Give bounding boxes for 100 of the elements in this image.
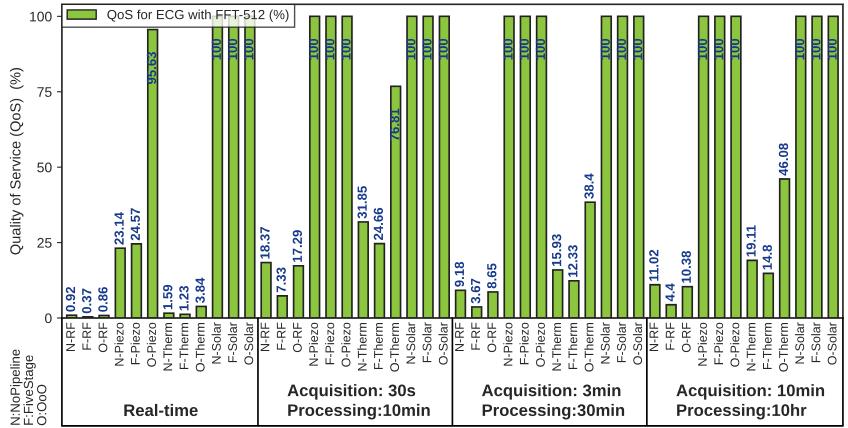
x-tick-label: O-RF [292, 322, 302, 352]
data-label: 100 [244, 38, 254, 60]
x-tick-label: N-Piezo [114, 322, 124, 366]
x-tick-label: F-Piezo [519, 322, 529, 364]
data-label: 100 [616, 38, 626, 60]
x-tick-label: O-Piezo [341, 322, 350, 367]
x-tick-label: O-Therm [584, 322, 594, 372]
x-tick-label: F-Therm [179, 322, 188, 370]
data-label: 17.29 [292, 230, 302, 262]
data-label: 100 [212, 38, 221, 60]
data-label: 4.4 [665, 283, 675, 302]
data-label: 3.67 [470, 278, 480, 304]
x-tick-label: F-Solar [811, 322, 820, 362]
data-label: 100 [325, 38, 334, 60]
data-label: 24.66 [374, 208, 384, 240]
x-tick-label: N-Therm [357, 322, 367, 370]
data-label: 100 [228, 38, 238, 60]
data-label: 15.93 [552, 234, 562, 266]
x-tick-label: O-RF [98, 322, 108, 352]
x-tick-label: F-RF [471, 322, 480, 350]
data-label: 100 [438, 38, 448, 60]
data-label: 9.18 [454, 262, 464, 287]
data-label: 24.57 [130, 208, 140, 240]
data-label: 14.8 [762, 244, 772, 270]
data-label: 100 [536, 38, 546, 60]
x-tick-label: O-Solar [827, 322, 837, 365]
x-tick-label: F-Piezo [325, 322, 334, 364]
x-tick-label: O-Solar [632, 322, 642, 365]
x-tick-label: O-RF [682, 322, 691, 352]
y-tick-label: 0 [45, 313, 52, 324]
text: Acquisition: 30s Processing:10min [288, 384, 430, 420]
x-tick-label: O-Piezo [536, 322, 545, 367]
data-label: 7.33 [276, 268, 286, 292]
x-tick-label: O-Piezo [146, 322, 156, 367]
x-tick-label: O-Solar [438, 322, 448, 365]
data-label: 100 [827, 38, 837, 60]
y-axis-title: Quality of Service (QoS) (%) [10, 68, 24, 254]
x-tick-label: N-Therm [163, 322, 172, 370]
data-label: 100 [422, 38, 432, 60]
data-label: 100 [520, 38, 529, 60]
x-tick-label: O-Therm [778, 322, 788, 372]
x-tick-label: O-Therm [390, 322, 400, 372]
data-label: 8.65 [487, 263, 496, 288]
data-label: 100 [406, 38, 416, 60]
x-tick-label: N-Therm [552, 322, 562, 370]
x-tick-label: F-Piezo [714, 322, 724, 364]
x-tick-label: N-Piezo [698, 322, 707, 366]
data-label: 31.85 [357, 186, 367, 218]
y-tick-label: 25 [37, 238, 52, 248]
data-label: 100 [503, 38, 513, 60]
x-tick-label: N-RF [455, 322, 464, 351]
data-label: 0.86 [98, 287, 108, 312]
data-label: 12.33 [568, 245, 578, 277]
y-tick-label: 50 [37, 162, 52, 172]
data-label: 38.4 [584, 173, 594, 199]
x-tick-label: N-RF [650, 322, 658, 351]
x-tick-label: F-Solar [422, 322, 432, 362]
data-label: 1.23 [179, 286, 189, 310]
x-tick-label: N-Piezo [308, 322, 318, 366]
data-label: 3.84 [195, 278, 205, 303]
data-label: 100 [600, 38, 610, 60]
x-tick-label: F-RF [82, 322, 92, 350]
data-label: 95.63 [146, 52, 156, 84]
data-label: 100 [308, 38, 318, 60]
data-label: 100 [811, 38, 821, 60]
x-tick-label: O-Solar [244, 322, 254, 365]
data-label: 100 [698, 38, 708, 60]
data-label: 76.81 [390, 108, 400, 141]
x-tick-label: O-Therm [195, 322, 205, 372]
data-label: 10.38 [682, 250, 691, 283]
x-tick-label: F-RF [276, 322, 286, 350]
text: Real-time [124, 404, 198, 416]
x-tick-label: F-Solar [616, 322, 626, 362]
data-label: 0.37 [82, 288, 92, 314]
data-label: 0.92 [66, 286, 76, 312]
x-tick-label: N-RF [260, 322, 270, 351]
data-label: 46.08 [778, 143, 788, 176]
data-label: 23.14 [114, 212, 124, 245]
data-label: 100 [341, 38, 351, 60]
x-tick-label: N-RF [66, 322, 75, 351]
y-tick-label: 100 [30, 12, 52, 22]
x-tick-label: F-Therm [762, 322, 772, 370]
text: N:NoPipeline F:FiveStage O:OoO [10, 349, 46, 426]
x-tick-label: O-Piezo [730, 322, 740, 367]
x-tick-label: F-Piezo [130, 322, 140, 364]
x-tick-label: F-Solar [228, 322, 238, 362]
x-tick-label: F-RF [666, 322, 674, 350]
data-label: 18.37 [260, 227, 270, 259]
text: Acquisition: 3min Processing:30min [482, 384, 624, 420]
x-tick-label: N-Solar [212, 322, 221, 364]
x-tick-label: O-RF [487, 322, 496, 352]
x-tick-label: N-Solar [794, 322, 804, 364]
data-label: 100 [730, 38, 740, 60]
data-label: 100 [714, 38, 724, 60]
x-tick-label: N-Therm [746, 322, 756, 370]
legend-label: QoS for ECG with FFT-512 (%) [107, 10, 289, 22]
data-label: 1.59 [163, 284, 172, 310]
data-label: 100 [794, 38, 804, 60]
x-tick-label: F-Therm [374, 322, 383, 370]
x-tick-label: N-Piezo [503, 322, 512, 366]
